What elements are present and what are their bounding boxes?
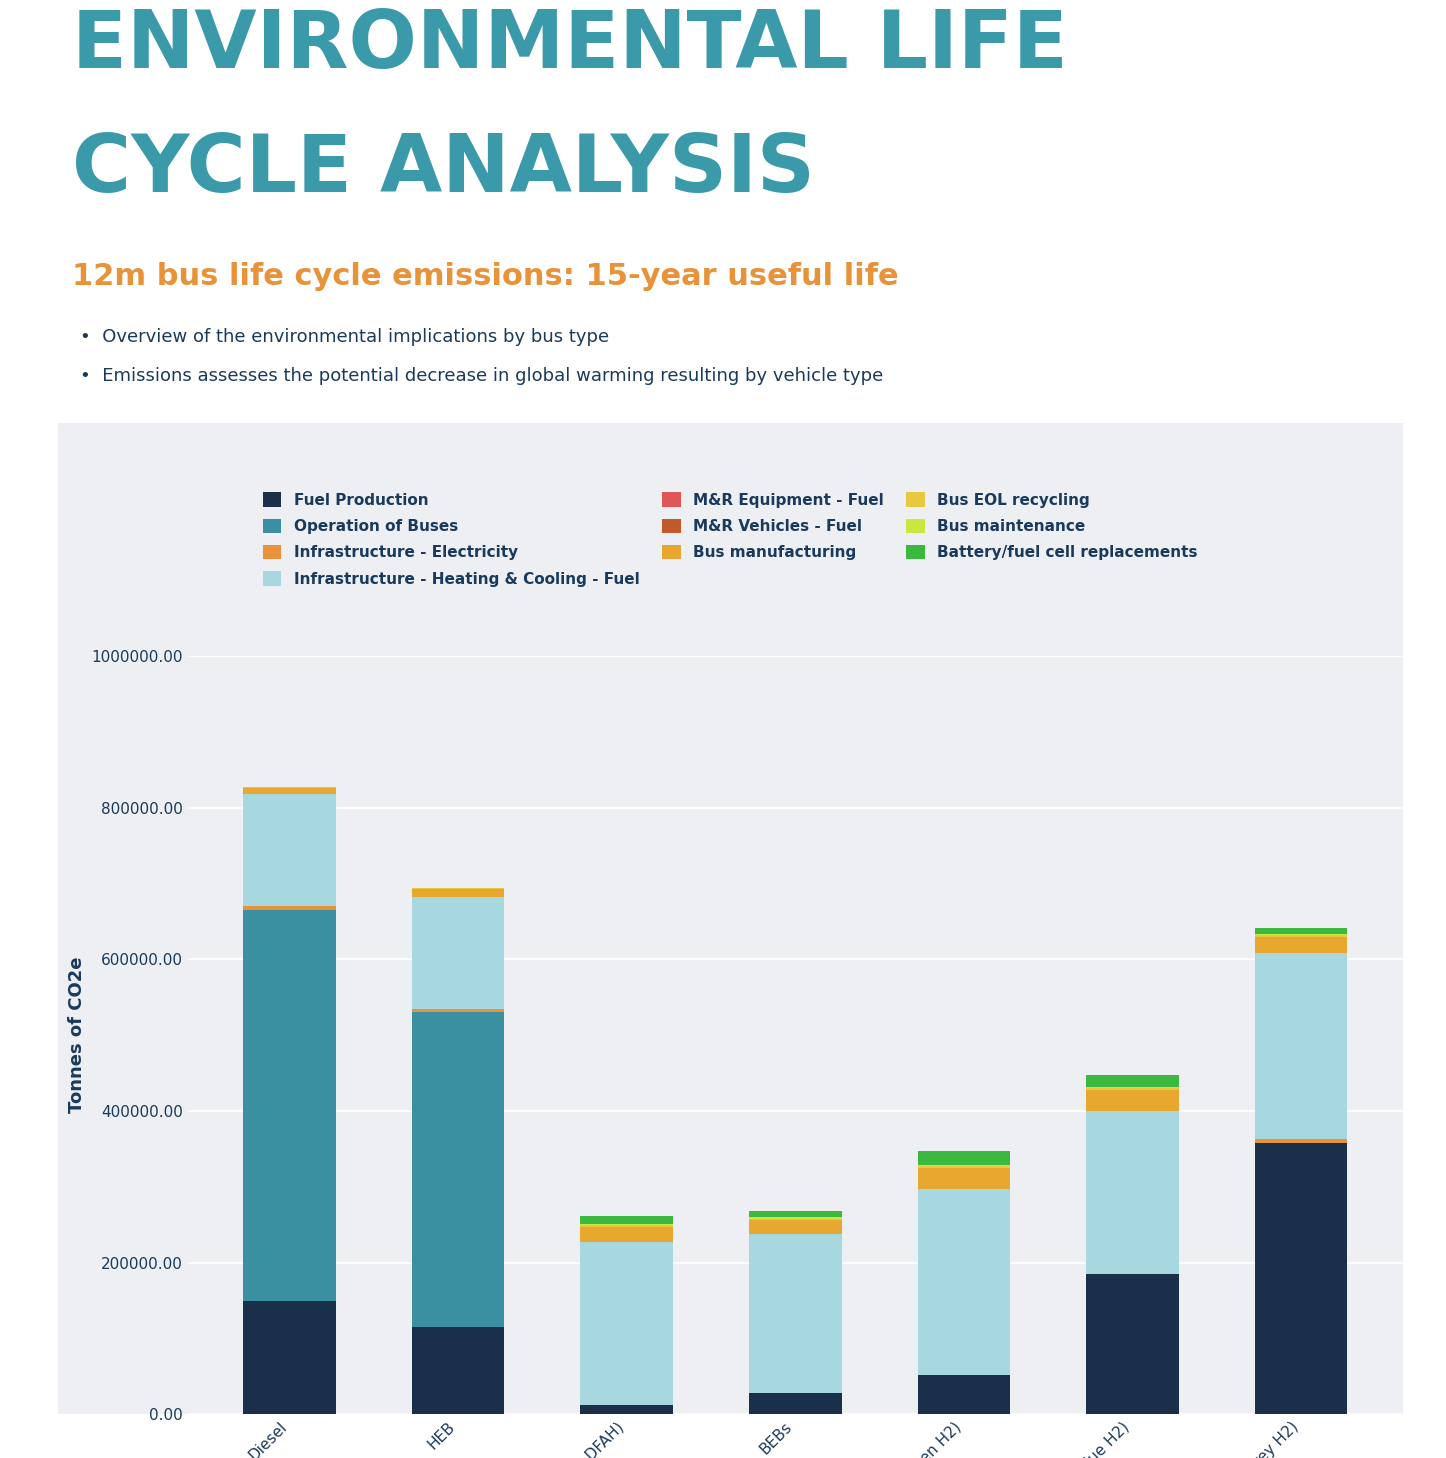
Bar [1086, 1089, 1178, 1111]
FancyBboxPatch shape [45, 413, 1416, 1424]
Bar [412, 888, 505, 889]
Bar [243, 787, 335, 795]
Bar [580, 1216, 672, 1223]
Bar [1255, 936, 1348, 954]
Bar [580, 1228, 672, 1242]
Bar [412, 1327, 505, 1414]
Bar [749, 1217, 842, 1219]
Bar [1086, 1086, 1178, 1088]
Bar [749, 1212, 842, 1217]
Bar [918, 1375, 1011, 1414]
Bar [918, 1165, 1011, 1166]
Bar [1255, 1143, 1348, 1414]
Bar [749, 1392, 842, 1414]
Bar [1086, 1076, 1178, 1086]
Bar [918, 1168, 1011, 1190]
Bar [1086, 1088, 1178, 1089]
Bar [580, 1406, 672, 1414]
Bar [918, 1152, 1011, 1165]
Bar [1086, 1274, 1178, 1414]
Bar [1086, 1111, 1178, 1274]
Text: •  Overview of the environmental implications by bus type: • Overview of the environmental implicat… [80, 328, 609, 346]
Bar [243, 907, 335, 910]
Text: CYCLE ANALYSIS: CYCLE ANALYSIS [72, 131, 816, 208]
Legend: Fuel Production, Operation of Buses, Infrastructure - Electricity, Infrastructur: Fuel Production, Operation of Buses, Inf… [256, 484, 1205, 595]
Bar [580, 1226, 672, 1228]
Bar [243, 1301, 335, 1414]
Bar [243, 910, 335, 1301]
Bar [1255, 927, 1348, 933]
Text: ENVIRONMENTAL LIFE: ENVIRONMENTAL LIFE [72, 7, 1069, 85]
Bar [918, 1190, 1011, 1375]
Bar [243, 786, 335, 787]
Y-axis label: Tonnes of CO2e: Tonnes of CO2e [68, 956, 87, 1114]
Bar [749, 1220, 842, 1233]
Bar [243, 795, 335, 907]
Bar [412, 1009, 505, 1012]
Bar [580, 1242, 672, 1406]
Bar [749, 1233, 842, 1392]
Bar [412, 897, 505, 1009]
Bar [580, 1223, 672, 1226]
Text: 12m bus life cycle emissions: 15-year useful life: 12m bus life cycle emissions: 15-year us… [72, 262, 899, 292]
Bar [412, 889, 505, 897]
Bar [749, 1219, 842, 1220]
Text: •  Emissions assesses the potential decrease in global warming resulting by vehi: • Emissions assesses the potential decre… [80, 367, 882, 385]
Bar [918, 1166, 1011, 1168]
Bar [1255, 935, 1348, 936]
Bar [412, 1012, 505, 1327]
Bar [1255, 1139, 1348, 1143]
Bar [1255, 933, 1348, 935]
Bar [1255, 954, 1348, 1139]
